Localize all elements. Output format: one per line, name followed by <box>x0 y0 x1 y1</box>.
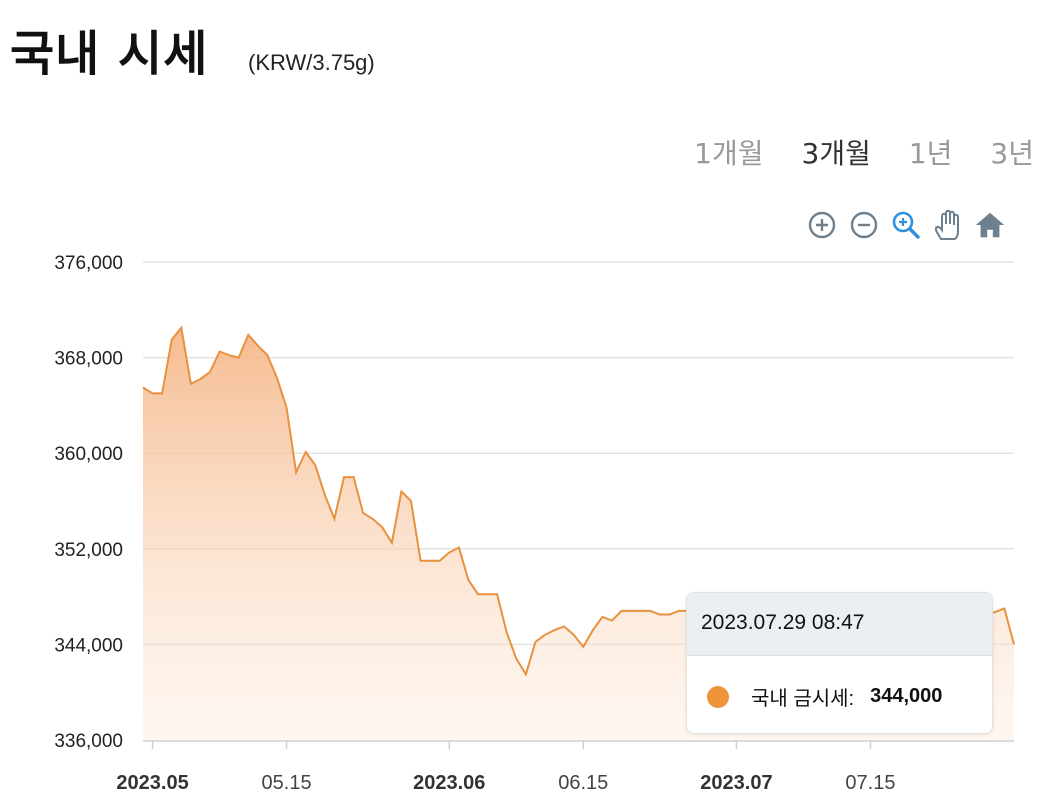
unit-label: (KRW/3.75g) <box>248 50 375 75</box>
chart-toolbar <box>806 207 1006 243</box>
y-tick-label: 368,000 <box>54 349 123 370</box>
x-tick-label: 07.15 <box>845 772 895 794</box>
y-tick-label: 376,000 <box>54 253 123 274</box>
tooltip: 2023.07.29 08:47 국내 금시세: 344,000 <box>686 592 993 734</box>
series-dot-icon <box>707 685 729 708</box>
x-tick-label: 2023.07 <box>700 772 772 794</box>
period-1y[interactable]: 1년 <box>908 137 953 170</box>
pan-icon[interactable] <box>932 207 964 243</box>
x-tick-label: 06.15 <box>558 772 608 794</box>
y-tick-label: 352,000 <box>54 540 123 561</box>
x-tick-label: 05.15 <box>262 772 312 794</box>
zoom-out-icon[interactable] <box>848 207 880 243</box>
period-3m[interactable]: 3개월 <box>801 137 871 170</box>
y-tick-label: 336,000 <box>54 731 123 752</box>
tooltip-series-name: 국내 금시세: <box>751 688 855 710</box>
reset-home-icon[interactable] <box>974 207 1006 243</box>
selection-zoom-icon[interactable] <box>890 207 922 243</box>
zoom-in-icon[interactable] <box>806 207 838 243</box>
x-tick-label: 2023.05 <box>116 772 188 794</box>
page-title: 국내 시세 <box>10 26 209 82</box>
tooltip-value: 344,000 <box>870 685 943 707</box>
tooltip-date: 2023.07.29 08:47 <box>687 593 992 656</box>
y-axis: 336,000 344,000 352,000 360,000 368,000 376,0… <box>54 253 123 752</box>
period-3y[interactable]: 3년 <box>990 137 1034 170</box>
y-tick-label: 344,000 <box>54 635 123 656</box>
period-selector: 1개월 3개월 1년 3년 <box>694 132 1034 172</box>
y-tick-label: 360,000 <box>54 444 123 465</box>
period-1m[interactable]: 1개월 <box>694 137 764 170</box>
x-tick-label: 2023.06 <box>413 772 485 794</box>
x-axis: 2023.05 05.15 2023.06 06.15 2023.07 07.15 <box>116 741 895 794</box>
